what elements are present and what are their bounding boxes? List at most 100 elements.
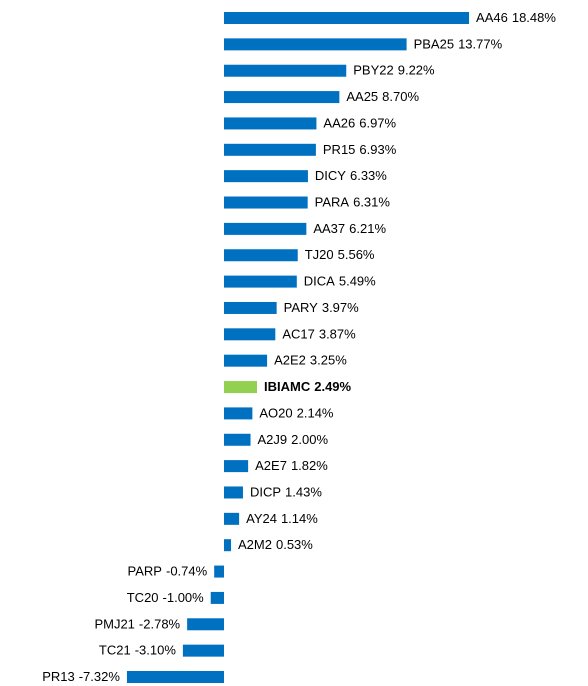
category-label: AA46 xyxy=(476,10,508,25)
bar-label: PR15 6.93% xyxy=(323,142,397,157)
category-label: DICA xyxy=(304,274,335,289)
bar-label: AA37 6.21% xyxy=(313,221,386,236)
bar xyxy=(224,222,307,235)
category-label: DICP xyxy=(250,485,281,500)
bar-label: TC20 -1.00% xyxy=(127,590,204,605)
bar-label: A2M2 0.53% xyxy=(238,538,313,553)
category-label: AY24 xyxy=(246,511,277,526)
bar-label: PARA 6.31% xyxy=(315,195,391,210)
value-label: 2.49% xyxy=(314,379,351,394)
value-label: 5.56% xyxy=(338,248,375,263)
bar xyxy=(224,486,243,499)
category-label: PARA xyxy=(315,195,350,210)
bar-label: A2J9 2.00% xyxy=(258,432,329,447)
bar-label: A2E7 1.82% xyxy=(255,459,328,474)
bar-label: DICY 6.33% xyxy=(315,169,387,184)
category-label: AC17 xyxy=(282,327,315,342)
bar xyxy=(224,354,268,367)
value-label: 1.43% xyxy=(285,485,322,500)
bar-label: DICP 1.43% xyxy=(250,485,322,500)
value-label: 6.93% xyxy=(359,142,396,157)
value-label: -0.74% xyxy=(166,564,208,579)
value-label: 0.53% xyxy=(276,538,313,553)
bar xyxy=(224,249,298,262)
bar xyxy=(224,301,277,314)
category-label: A2E7 xyxy=(255,459,287,474)
category-label: AA25 xyxy=(346,90,378,105)
category-label: A2E2 xyxy=(274,353,306,368)
bar xyxy=(224,170,308,183)
bar-label: AY24 1.14% xyxy=(246,511,318,526)
value-label: 5.49% xyxy=(339,274,376,289)
bar-label: AA26 6.97% xyxy=(323,116,396,131)
bar-label: TJ20 5.56% xyxy=(305,248,375,263)
bar xyxy=(224,328,276,341)
bar xyxy=(182,644,224,657)
value-label: 13.77% xyxy=(458,37,503,52)
category-label: AA37 xyxy=(313,221,345,236)
category-label: PR15 xyxy=(323,142,356,157)
value-label: -3.10% xyxy=(135,643,177,658)
bar xyxy=(224,539,232,552)
bar xyxy=(224,381,258,394)
value-label: 1.14% xyxy=(281,511,318,526)
category-label: PR13 xyxy=(42,669,75,684)
bar xyxy=(224,512,240,525)
value-label: -2.78% xyxy=(139,617,181,632)
bar xyxy=(187,618,224,631)
bar xyxy=(224,143,316,156)
bar-label: PBY22 9.22% xyxy=(353,63,435,78)
bar-label: DICA 5.49% xyxy=(304,274,376,289)
category-label: PARY xyxy=(284,300,319,315)
bar xyxy=(224,275,297,288)
bar xyxy=(224,407,253,420)
value-label: 1.82% xyxy=(291,459,328,474)
value-label: -7.32% xyxy=(79,669,121,684)
category-label: PARP xyxy=(128,564,162,579)
bar xyxy=(214,565,224,578)
value-label: 9.22% xyxy=(398,63,435,78)
bar-label: PBA25 13.77% xyxy=(414,37,503,52)
category-label: AA26 xyxy=(323,116,355,131)
category-label: A2J9 xyxy=(258,432,288,447)
bar xyxy=(224,460,249,473)
category-label: A2M2 xyxy=(238,538,272,553)
bar xyxy=(224,196,308,209)
category-label: PBY22 xyxy=(353,63,393,78)
bar xyxy=(210,591,224,604)
bar-label: PMJ21 -2.78% xyxy=(94,617,180,632)
bar-label: A2E2 3.25% xyxy=(274,353,347,368)
value-label: 2.14% xyxy=(297,406,334,421)
value-label: -1.00% xyxy=(163,590,205,605)
bar xyxy=(224,38,407,51)
bar-label: AA46 18.48% xyxy=(476,10,556,25)
value-label: 3.97% xyxy=(322,300,359,315)
bar xyxy=(224,91,340,104)
bar-label: AC17 3.87% xyxy=(282,327,356,342)
bar xyxy=(126,671,224,683)
bar-label: AA25 8.70% xyxy=(346,90,419,105)
bar-label: PARY 3.97% xyxy=(284,300,360,315)
bar-label: PR13 -7.32% xyxy=(42,669,120,684)
category-label: TC21 xyxy=(99,643,131,658)
bar-label: AO20 2.14% xyxy=(259,406,334,421)
bar xyxy=(224,64,347,77)
bar xyxy=(224,433,251,446)
value-label: 3.87% xyxy=(319,327,356,342)
value-label: 8.70% xyxy=(382,90,419,105)
category-label: TC20 xyxy=(127,590,159,605)
bar xyxy=(224,117,317,130)
category-label: PBA25 xyxy=(414,37,454,52)
category-label: PMJ21 xyxy=(94,617,134,632)
bar-label: TC21 -3.10% xyxy=(99,643,176,658)
value-label: 6.31% xyxy=(353,195,390,210)
bar-label: IBIAMC 2.49% xyxy=(264,379,352,394)
value-label: 2.00% xyxy=(291,432,328,447)
category-label: DICY xyxy=(315,169,346,184)
bar xyxy=(224,12,470,24)
value-label: 6.21% xyxy=(349,221,386,236)
value-label: 6.97% xyxy=(359,116,396,131)
value-label: 3.25% xyxy=(310,353,347,368)
category-label: AO20 xyxy=(259,406,292,421)
